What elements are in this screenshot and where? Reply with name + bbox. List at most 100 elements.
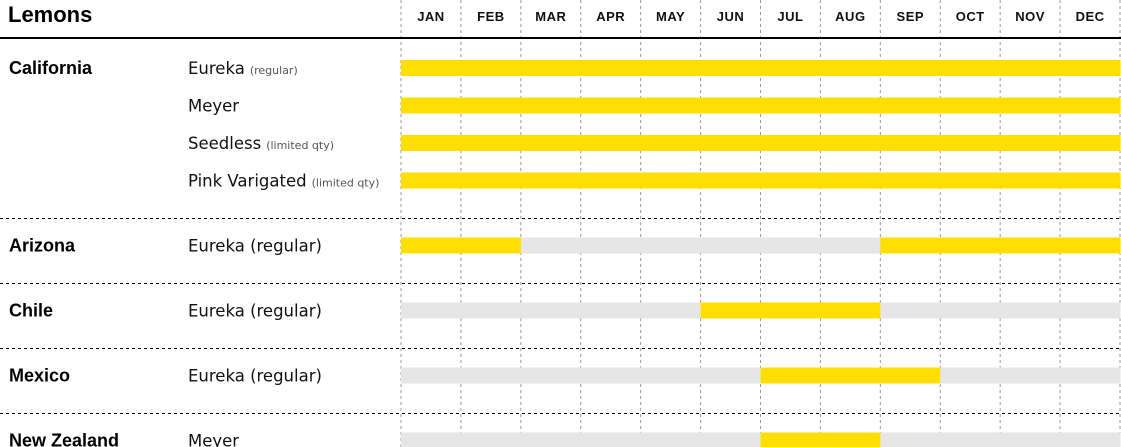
availability-cell-apr (580, 302, 642, 319)
availability-cell-apr (580, 367, 642, 384)
availability-cell-apr (580, 172, 642, 189)
availability-cell-jan (401, 60, 462, 76)
availability-cell-nov (1000, 432, 1061, 447)
availability-cell-aug (820, 97, 881, 114)
availability-cell-mar (520, 97, 582, 114)
availability-cell-jun (700, 60, 761, 76)
availability-cell-sep (880, 237, 941, 254)
availability-cell-jul (760, 237, 821, 254)
month-header-jun: JUN (717, 9, 745, 24)
availability-cell-mar (520, 172, 582, 189)
availability-cell-jan (401, 367, 462, 384)
availability-cell-apr (580, 97, 642, 114)
availability-cell-feb (460, 237, 522, 254)
availability-cell-aug (820, 302, 881, 319)
availability-cell-jan (401, 97, 462, 114)
availability-cell-jun (700, 97, 761, 114)
availability-cell-jan (401, 302, 462, 319)
availability-cell-jul (760, 97, 821, 114)
month-header-nov: NOV (1015, 9, 1045, 24)
availability-cell-feb (460, 135, 522, 151)
month-header-mar: MAR (535, 9, 566, 24)
availability-cell-oct (940, 97, 1001, 114)
availability-cell-dec (1060, 432, 1121, 447)
availability-cell-feb (460, 367, 522, 384)
month-headers: JAN FEB MAR APR MAY JUN JUL AUG SEP OCT NOV DEC (417, 9, 1104, 24)
availability-cell-may (640, 302, 702, 319)
variety-label: Seedless (limited qty) (188, 134, 334, 153)
availability-cell-oct (940, 237, 1001, 254)
region-label: Arizona (9, 236, 76, 256)
chart-title: Lemons (8, 2, 92, 27)
month-header-jul: JUL (777, 9, 803, 24)
availability-cell-mar (520, 432, 582, 447)
availability-cell-may (640, 172, 702, 189)
availability-cell-mar (520, 60, 582, 76)
availability-cell-may (640, 97, 702, 114)
availability-cell-sep (880, 432, 941, 447)
availability-cell-feb (460, 302, 522, 319)
availability-cell-oct (940, 172, 1001, 189)
availability-cell-aug (820, 172, 881, 189)
availability-bars (401, 60, 1121, 447)
availability-cell-jul (760, 172, 821, 189)
availability-cell-apr (580, 237, 642, 254)
availability-cell-nov (1000, 60, 1061, 76)
availability-cell-sep (880, 97, 941, 114)
availability-cell-apr (580, 432, 642, 447)
month-header-aug: AUG (835, 9, 865, 24)
availability-cell-jul (760, 367, 821, 384)
availability-cell-dec (1060, 302, 1121, 319)
availability-cell-oct (940, 367, 1001, 384)
availability-cell-jun (700, 237, 761, 254)
region-label: California (9, 58, 93, 78)
availability-cell-jun (700, 367, 761, 384)
month-header-may: MAY (656, 9, 685, 24)
variety-label: Meyer (188, 432, 239, 447)
month-header-dec: DEC (1076, 9, 1105, 24)
availability-cell-sep (880, 172, 941, 189)
availability-cell-jun (700, 302, 761, 319)
availability-cell-aug (820, 60, 881, 76)
region-dividers (0, 37, 1121, 414)
availability-cell-oct (940, 432, 1001, 447)
availability-cell-apr (580, 60, 642, 76)
availability-cell-dec (1060, 237, 1121, 254)
availability-cell-may (640, 367, 702, 384)
availability-cell-feb (460, 432, 522, 447)
availability-cell-jul (760, 432, 821, 447)
availability-cell-sep (880, 367, 941, 384)
availability-cell-nov (1000, 135, 1061, 151)
region-label: Mexico (9, 366, 70, 386)
availability-cell-sep (880, 60, 941, 76)
variety-label: Eureka (regular) (188, 367, 322, 386)
availability-cell-jun (700, 135, 761, 151)
month-header-sep: SEP (897, 9, 925, 24)
availability-cell-dec (1060, 60, 1121, 76)
month-header-apr: APR (596, 9, 625, 24)
availability-cell-jun (700, 172, 761, 189)
availability-cell-nov (1000, 172, 1061, 189)
availability-cell-nov (1000, 97, 1061, 114)
availability-cell-nov (1000, 302, 1061, 319)
availability-cell-jan (401, 135, 462, 151)
availability-cell-aug (820, 237, 881, 254)
availability-cell-apr (580, 135, 642, 151)
row-labels: California Eureka (regular) Meyer Seedless (l… (9, 58, 379, 447)
availability-cell-dec (1060, 135, 1121, 151)
availability-cell-nov (1000, 237, 1061, 254)
availability-cell-oct (940, 302, 1001, 319)
variety-label: Pink Varigated (limited qty) (188, 172, 379, 191)
availability-cell-oct (940, 60, 1001, 76)
availability-cell-may (640, 135, 702, 151)
availability-cell-dec (1060, 172, 1121, 189)
availability-cell-jan (401, 172, 462, 189)
availability-cell-jun (700, 432, 761, 447)
availability-cell-mar (520, 237, 582, 254)
availability-cell-mar (520, 135, 582, 151)
availability-cell-jul (760, 60, 821, 76)
availability-cell-aug (820, 432, 881, 447)
availability-cell-may (640, 60, 702, 76)
availability-cell-nov (1000, 367, 1061, 384)
